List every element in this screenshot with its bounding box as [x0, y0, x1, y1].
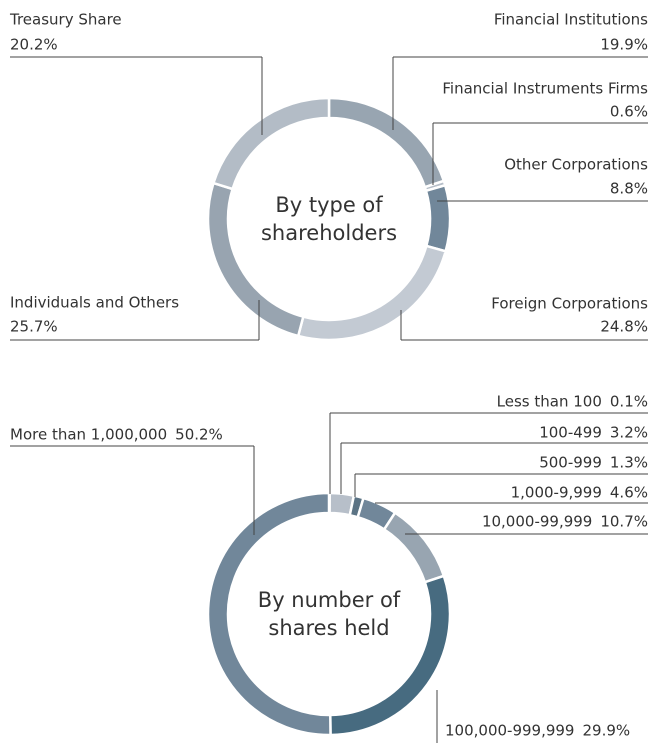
segment-label: Other Corporations — [504, 156, 648, 174]
segment-value: 25.7% — [10, 318, 58, 336]
segment-label: 10,000-99,999 — [482, 513, 592, 531]
segment-value: 10.7% — [600, 513, 648, 531]
segment-label: Less than 100 — [497, 393, 602, 411]
segment-value: 3.2% — [610, 424, 648, 442]
segment-label: Individuals and Others — [10, 294, 179, 312]
segment-label: 500-999 — [539, 454, 602, 472]
segment-value: 8.8% — [610, 180, 648, 198]
segment-value: 1.3% — [610, 454, 648, 472]
segment-label: Financial Instruments Firms — [442, 80, 648, 98]
segment-value: 4.6% — [610, 484, 648, 502]
donut-segment — [327, 96, 446, 189]
donut-segment — [382, 510, 446, 584]
segment-label: Treasury Share — [9, 11, 122, 29]
segment-label: 100-499 — [539, 424, 602, 442]
center-label: By number of — [258, 588, 401, 612]
segment-label: 100,000-999,999 — [445, 722, 574, 740]
center-label: shareholders — [261, 221, 397, 245]
segment-label: Foreign Corporations — [491, 295, 648, 313]
segment-value: 20.2% — [10, 36, 58, 54]
segment-value: 50.2% — [175, 426, 223, 444]
segment-value: 0.1% — [610, 393, 648, 411]
segment-label: 1,000-9,999 — [511, 484, 602, 502]
segment-label: Financial Institutions — [494, 11, 648, 29]
donut-segment — [206, 491, 332, 737]
center-label: By type of — [275, 193, 383, 217]
donut-segment — [296, 244, 448, 342]
segment-value: 24.8% — [600, 318, 648, 336]
center-label: shares held — [268, 616, 389, 640]
donut-segment — [424, 183, 452, 253]
segment-value: 19.9% — [600, 36, 648, 54]
donut-segment — [211, 96, 331, 191]
segment-value: 0.6% — [610, 103, 648, 121]
segment-value: 29.9% — [582, 722, 630, 740]
segment-label: More than 1,000,000 — [10, 426, 167, 444]
